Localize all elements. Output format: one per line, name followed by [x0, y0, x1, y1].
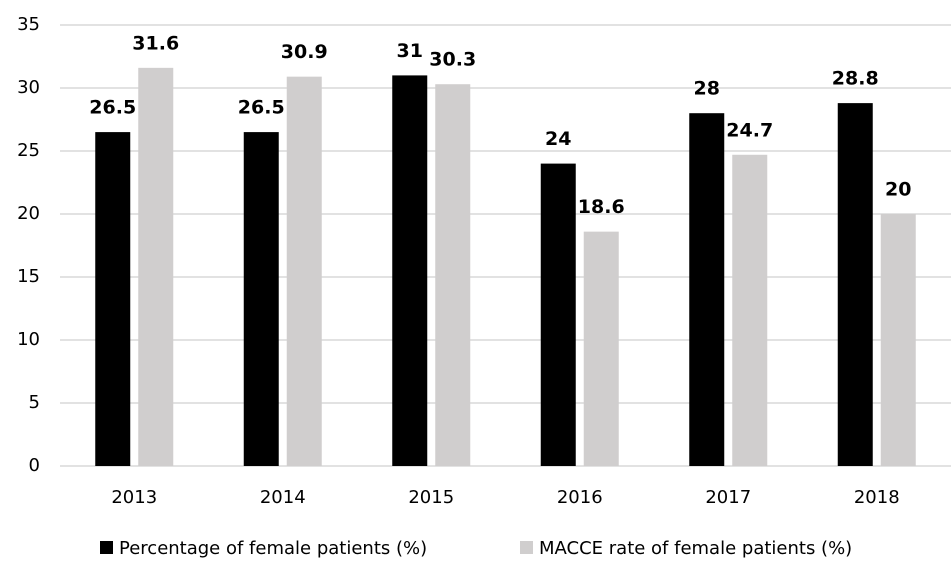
x-tick-label: 2015 [408, 487, 454, 508]
legend-swatch [520, 541, 533, 554]
y-tick-label: 30 [17, 77, 40, 98]
bar [286, 76, 322, 466]
data-label: 30.3 [429, 49, 476, 71]
y-tick-label: 5 [29, 392, 40, 413]
legend-label: Percentage of female patients (%) [119, 538, 427, 559]
x-tick-label: 2017 [705, 487, 751, 508]
data-label: 24.7 [726, 119, 773, 141]
bar [732, 154, 768, 466]
data-label: 26.5 [89, 97, 136, 119]
bar [435, 84, 471, 466]
data-label: 31 [397, 40, 423, 62]
y-tick-label: 25 [17, 140, 40, 161]
bar [138, 67, 174, 466]
y-tick-label: 0 [29, 455, 40, 476]
y-tick-label: 10 [17, 329, 40, 350]
legend-swatch [100, 541, 113, 554]
y-tick-label: 35 [17, 14, 40, 35]
data-label: 31.6 [132, 32, 179, 54]
bar [880, 214, 916, 466]
bar [583, 231, 619, 466]
data-label: 20 [885, 179, 911, 201]
data-label: 26.5 [238, 97, 285, 119]
y-tick-label: 15 [17, 266, 40, 287]
data-label: 28 [694, 78, 720, 100]
bar [689, 113, 725, 466]
x-tick-label: 2013 [111, 487, 157, 508]
y-tick-label: 20 [17, 203, 40, 224]
bar [243, 132, 279, 466]
bar [837, 103, 873, 467]
x-tick-label: 2016 [557, 487, 603, 508]
x-tick-label: 2018 [854, 487, 900, 508]
bar [540, 163, 576, 466]
x-tick-label: 2014 [260, 487, 306, 508]
bar [95, 132, 131, 466]
bar [392, 75, 428, 467]
legend-label: MACCE rate of female patients (%) [539, 538, 852, 559]
data-label: 28.8 [832, 68, 879, 90]
data-label: 18.6 [578, 196, 625, 218]
data-label: 30.9 [281, 41, 328, 63]
data-label: 24 [545, 128, 571, 150]
